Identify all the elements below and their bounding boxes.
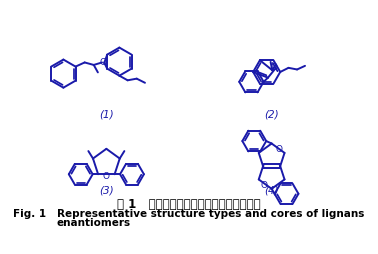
Text: (2): (2) xyxy=(264,109,279,119)
Text: O: O xyxy=(103,171,110,180)
Text: (4): (4) xyxy=(264,185,279,195)
Text: O: O xyxy=(276,144,282,153)
Text: Fig. 1   Representative structure types and cores of lignans: Fig. 1 Representative structure types an… xyxy=(13,209,365,218)
Text: O: O xyxy=(99,57,106,66)
Text: O: O xyxy=(261,180,268,189)
Text: 图 1   木脂素对映体代表性结构类型及母核: 图 1 木脂素对映体代表性结构类型及母核 xyxy=(117,197,261,210)
Text: O: O xyxy=(271,63,278,72)
Text: (3): (3) xyxy=(99,185,114,195)
Text: enantiomers: enantiomers xyxy=(57,217,131,227)
Text: (1): (1) xyxy=(99,109,114,119)
